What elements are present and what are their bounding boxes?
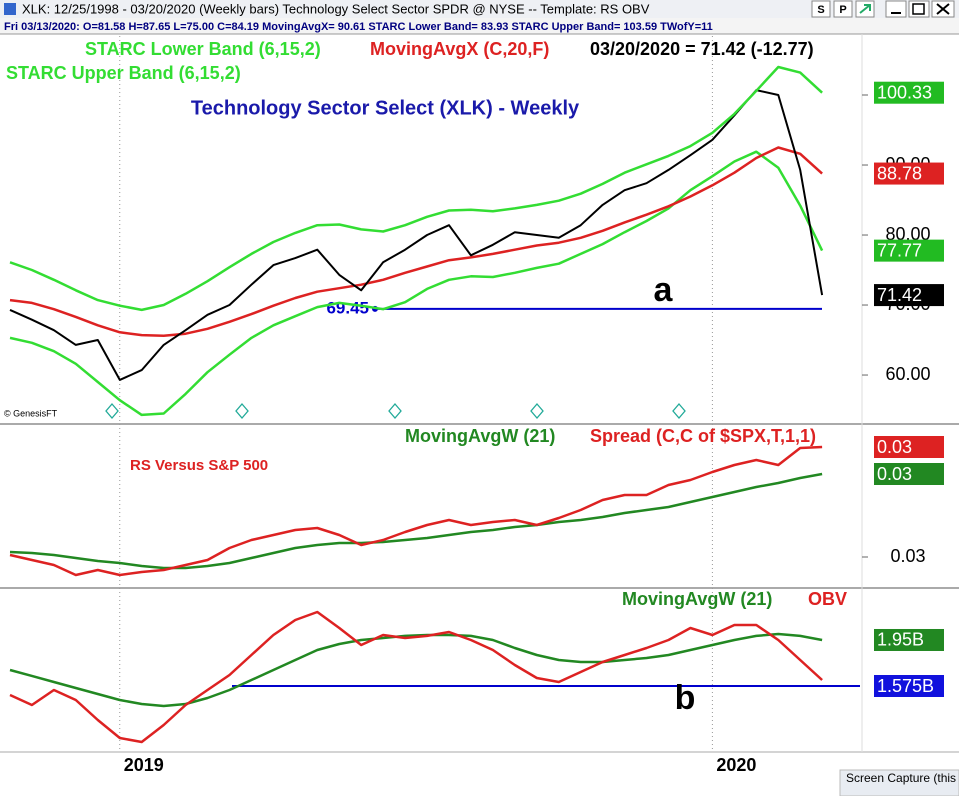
series-line	[9, 632, 823, 708]
value-box	[874, 628, 944, 651]
dividend-markers	[105, 403, 686, 419]
value-box-label: 0.03	[877, 464, 912, 484]
info-bar	[0, 18, 959, 34]
legend-entry: MovingAvgX (C,20,F)	[370, 39, 549, 59]
window-button[interactable]	[811, 0, 831, 18]
legend-entry: STARC Upper Band (6,15,2)	[6, 63, 241, 83]
dividend-marker	[530, 403, 544, 419]
annotation: b	[675, 679, 696, 717]
window-title: XLK: 12/25/1998 - 03/20/2020 (Weekly bar…	[22, 1, 650, 16]
dividend-marker	[672, 403, 686, 419]
series-line	[9, 89, 824, 381]
value-box	[874, 284, 944, 307]
dividend-marker	[388, 403, 402, 419]
close-icon	[936, 3, 950, 15]
support-label: 69.45	[326, 298, 369, 317]
legend-entry: Spread (C,C of $SPX,T,1,1)	[590, 426, 816, 446]
series-line	[9, 65, 823, 312]
dividend-marker	[235, 403, 249, 419]
value-box-label: 77.77	[877, 240, 922, 260]
y-tick-label: 60.00	[885, 364, 930, 384]
annotation: a	[654, 271, 674, 309]
y-tick-label: 0.03	[890, 546, 925, 566]
value-box-label: 1.95B	[877, 630, 924, 650]
dividend-marker	[105, 403, 119, 419]
series-line	[9, 610, 823, 744]
info-line: Fri 03/13/2020: O=81.58 H=87.65 L=75.00 …	[4, 21, 713, 33]
status-tab[interactable]	[839, 769, 959, 796]
legend-entry: OBV	[808, 589, 847, 609]
minimize-button[interactable]	[885, 0, 907, 18]
window-button-label[interactable]: S	[817, 4, 824, 16]
status-text: Screen Capture (this	[846, 771, 956, 785]
series-line	[9, 472, 823, 570]
chart-title: Technology Sector Select (XLK) - Weekly	[191, 97, 580, 119]
value-box	[874, 463, 944, 485]
pin-icon	[859, 4, 871, 14]
x-tick-label: 2020	[716, 755, 756, 775]
window-button[interactable]	[833, 0, 853, 18]
x-tick-label: 2019	[124, 755, 164, 775]
y-tick-label: 80.00	[885, 224, 930, 244]
legend-entry: MovingAvgW (21)	[405, 426, 555, 446]
series-line	[9, 146, 823, 338]
title-bar	[0, 0, 959, 18]
value-box-label: 0.03	[877, 437, 912, 457]
value-box	[874, 436, 944, 458]
value-box-label: 1.575B	[877, 676, 934, 696]
value-box-label: 88.78	[877, 163, 922, 183]
value-box-label: 71.42	[877, 285, 922, 305]
legend-entry: STARC Lower Band (6,15,2)	[85, 39, 321, 59]
value-box	[874, 81, 944, 104]
value-box	[874, 162, 944, 185]
series-line	[9, 445, 823, 577]
legend-entry: MovingAvgW (21)	[622, 589, 772, 609]
value-box	[874, 675, 944, 697]
legend-entry: 03/20/2020 = 71.42 (-12.77)	[590, 39, 814, 59]
value-box	[874, 239, 944, 262]
app-icon	[4, 3, 16, 15]
series-line	[9, 150, 824, 417]
window-button-label[interactable]: P	[839, 4, 846, 16]
chart-subtitle: RS Versus S&P 500	[130, 457, 268, 474]
value-box-label: 100.33	[877, 82, 932, 102]
maximize-icon	[912, 3, 925, 15]
watermark: © GenesisFT	[4, 408, 58, 418]
